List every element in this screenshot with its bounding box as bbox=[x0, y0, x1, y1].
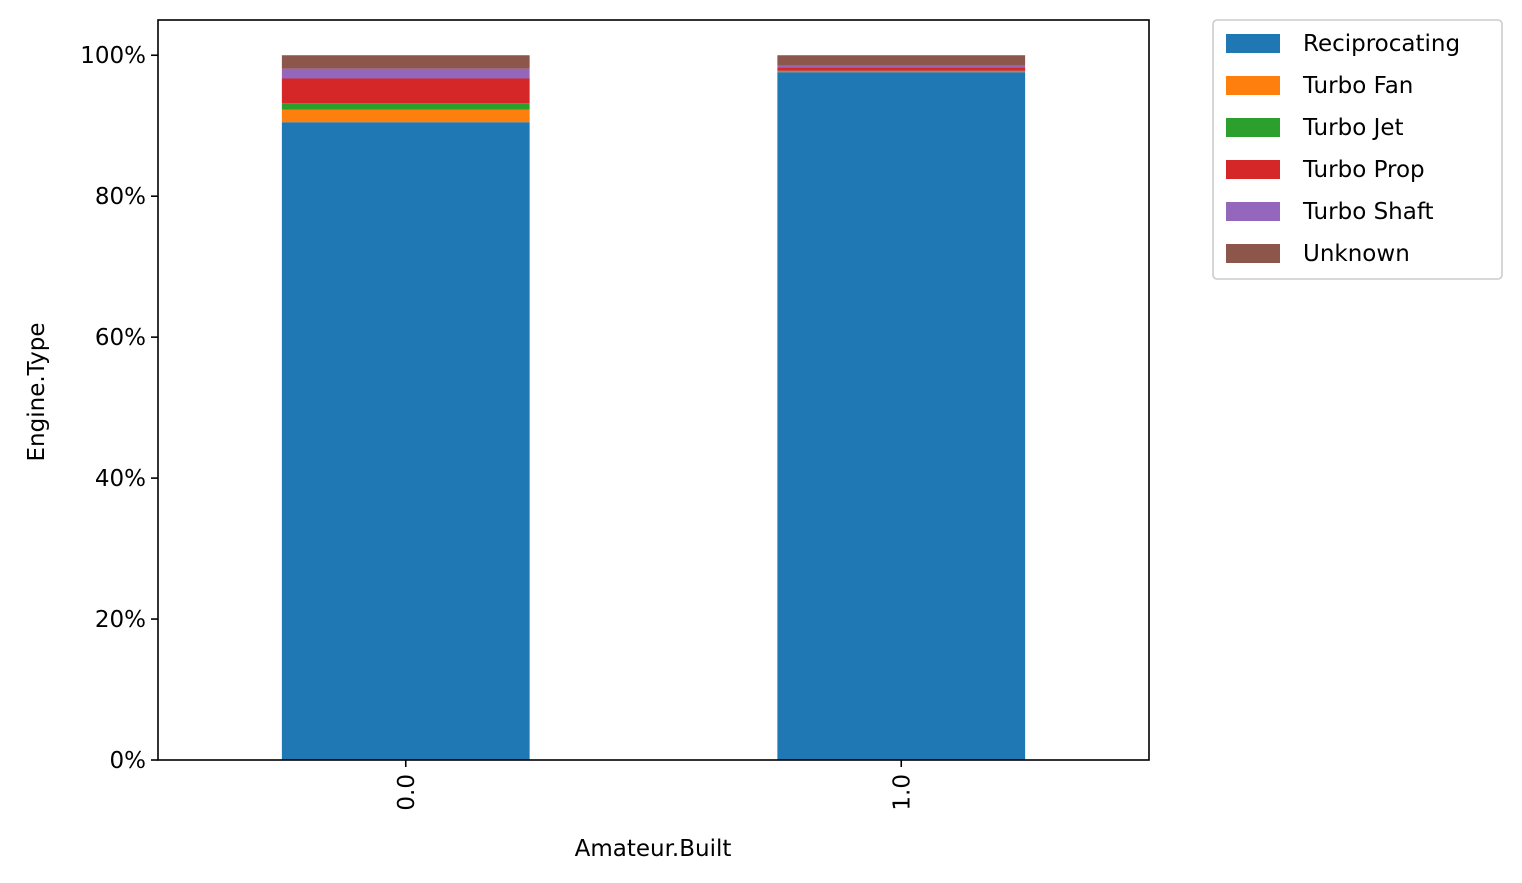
legend-swatch-turbo-shaft bbox=[1226, 202, 1280, 221]
y-tick-label: 80% bbox=[95, 184, 146, 210]
bar-segment-reciprocating-0.0 bbox=[281, 122, 530, 760]
bar-segment-turbo-prop-0.0 bbox=[281, 78, 530, 104]
bar-segment-turbo-fan-0.0 bbox=[281, 109, 530, 123]
x-axis-title: Amateur.Built bbox=[575, 836, 732, 862]
y-axis: 0% 20% 40% 60% 80% 100% bbox=[80, 43, 158, 774]
bar-segment-turbo-shaft-1.0 bbox=[777, 65, 1026, 68]
legend-swatch-unknown bbox=[1226, 244, 1280, 263]
legend-label-turbo-jet: Turbo Jet bbox=[1302, 115, 1404, 141]
x-axis: 0.0 1.0 bbox=[394, 760, 915, 811]
legend-label-turbo-fan: Turbo Fan bbox=[1302, 73, 1413, 99]
legend-label-reciprocating: Reciprocating bbox=[1303, 31, 1460, 57]
bar-segment-unknown-1.0 bbox=[777, 55, 1026, 66]
bar-segment-turbo-shaft-0.0 bbox=[281, 68, 530, 79]
bar-segment-turbo-jet-0.0 bbox=[281, 103, 530, 110]
legend-label-unknown: Unknown bbox=[1303, 241, 1410, 267]
y-axis-title: Engine.Type bbox=[24, 323, 50, 462]
legend-label-turbo-prop: Turbo Prop bbox=[1302, 157, 1425, 183]
bar-segment-reciprocating-1.0 bbox=[777, 72, 1026, 760]
y-tick-label: 60% bbox=[95, 325, 146, 351]
legend-swatch-turbo-prop bbox=[1226, 160, 1280, 179]
y-tick-label: 100% bbox=[80, 43, 146, 69]
legend-label-turbo-shaft: Turbo Shaft bbox=[1302, 199, 1434, 225]
bar-segment-turbo-jet-1.0 bbox=[777, 70, 1026, 72]
legend-swatch-turbo-jet bbox=[1226, 118, 1280, 137]
legend-frame bbox=[1212, 19, 1503, 280]
bar-segment-turbo-prop-1.0 bbox=[777, 67, 1026, 71]
legend: Reciprocating Turbo Fan Turbo Jet Turbo Pro… bbox=[1212, 19, 1503, 280]
x-tick-label-1.0: 1.0 bbox=[889, 774, 915, 811]
y-tick-label: 20% bbox=[95, 607, 146, 633]
plot-area-frame bbox=[157, 19, 1150, 761]
x-tick-label-0.0: 0.0 bbox=[394, 774, 420, 811]
legend-swatch-reciprocating bbox=[1226, 34, 1280, 53]
bar-segment-turbo-fan-1.0 bbox=[777, 71, 1026, 73]
bars-layer bbox=[281, 55, 1026, 760]
bar-segment-unknown-0.0 bbox=[281, 55, 530, 69]
y-tick-label: 40% bbox=[95, 466, 146, 492]
y-tick-label: 0% bbox=[110, 748, 147, 774]
legend-swatch-turbo-fan bbox=[1226, 76, 1280, 95]
